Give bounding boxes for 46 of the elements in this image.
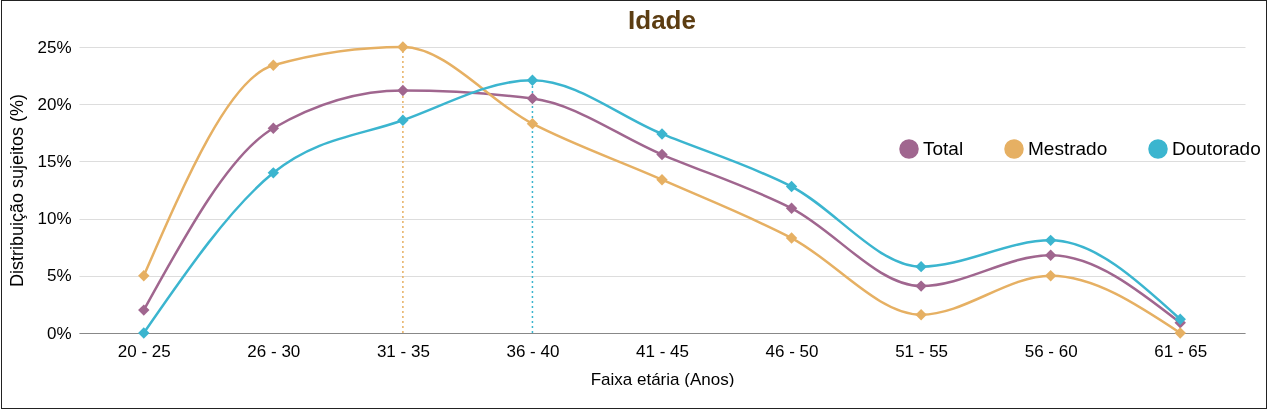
x-tick-label: 26 - 30 [247, 341, 301, 361]
point [1174, 313, 1186, 325]
point [656, 174, 668, 186]
point [267, 122, 280, 134]
x-tick-label: 41 - 45 [636, 341, 689, 361]
point [138, 327, 150, 339]
point [656, 148, 668, 161]
point [138, 270, 150, 282]
y-tick-label: 20% [37, 94, 72, 114]
point [656, 128, 668, 140]
point [526, 92, 539, 105]
x-tick-label: 31 - 35 [376, 341, 430, 361]
y-tick-label: 5% [46, 266, 72, 286]
point [526, 74, 539, 86]
legend-label: Doutorado [1172, 138, 1261, 159]
point [785, 202, 798, 215]
chart-title: Idade [628, 5, 696, 35]
legend-label: Total [923, 138, 964, 159]
point [267, 167, 280, 179]
point [785, 180, 798, 193]
point [1044, 234, 1057, 247]
y-tick-label: 10% [37, 209, 72, 229]
y-tick-label: 15% [37, 151, 72, 171]
point [1044, 249, 1057, 261]
point [526, 117, 539, 130]
point [397, 84, 409, 97]
point [397, 41, 409, 53]
y-tick-label: 0% [46, 323, 72, 343]
point [785, 232, 798, 244]
legend-label: Mestrado [1028, 138, 1108, 159]
point [1174, 327, 1186, 339]
x-tick-label: 56 - 60 [1024, 341, 1078, 361]
point [915, 280, 927, 292]
point [138, 304, 150, 316]
y-axis-title: Distribuição sujeitos (%) [7, 93, 28, 288]
point [915, 260, 927, 273]
point [915, 309, 927, 321]
x-tick-label: 36 - 40 [506, 341, 560, 361]
point [397, 114, 409, 126]
point [1044, 270, 1057, 282]
x-tick-label: 20 - 25 [117, 341, 171, 361]
x-tick-label: 46 - 50 [765, 341, 819, 361]
point [267, 59, 280, 72]
x-tick-label: 51 - 55 [895, 341, 949, 361]
x-tick-label: 61 - 65 [1154, 341, 1208, 361]
y-tick-label: 25% [37, 37, 72, 57]
